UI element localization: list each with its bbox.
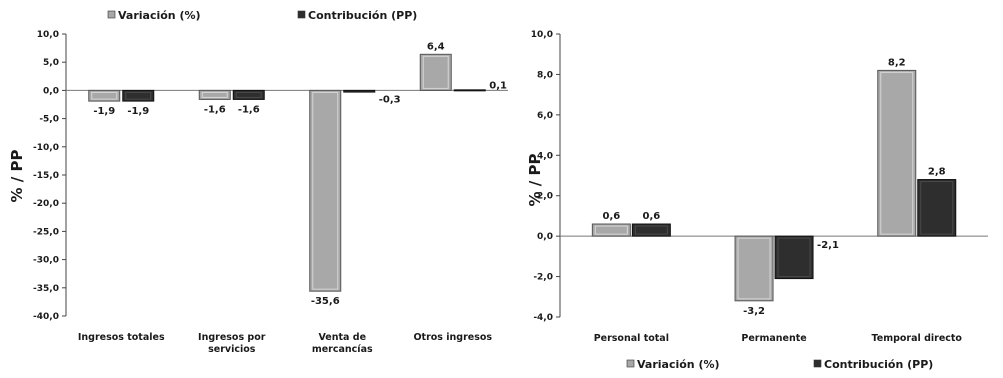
bar-contribucion xyxy=(917,179,957,237)
y-tick-label: -20,0 xyxy=(33,199,59,209)
bar-bevel xyxy=(880,71,914,235)
legend-swatch xyxy=(813,359,822,368)
y-tick-label: -5,0 xyxy=(39,115,59,125)
bar-bevel xyxy=(201,91,228,98)
y-tick-label: -35,0 xyxy=(33,284,59,294)
data-label: -3,2 xyxy=(743,306,765,317)
data-label: 0,6 xyxy=(642,211,660,222)
data-label: -35,6 xyxy=(311,296,340,307)
category-label: Ingresos por xyxy=(198,332,266,343)
bar-contribucion xyxy=(122,89,155,102)
data-label: 8,2 xyxy=(888,57,906,68)
legend-label: Variación (%) xyxy=(637,358,720,371)
bar-bevel xyxy=(634,225,668,235)
bar-bevel xyxy=(125,91,152,100)
category-label: Venta de xyxy=(318,332,366,343)
category-label: Otros ingresos xyxy=(413,332,492,343)
y-axis-label: % / PP xyxy=(526,154,544,207)
bar-variacion xyxy=(198,89,231,100)
y-tick-label: 10,0 xyxy=(531,30,553,40)
y-tick-label: 0,0 xyxy=(43,86,59,96)
legend-label: Contribución (PP) xyxy=(308,9,417,22)
y-tick-label: -30,0 xyxy=(33,256,59,266)
legend-swatch xyxy=(297,10,306,19)
category-label: mercancías xyxy=(312,344,373,355)
bar-contribucion xyxy=(232,89,265,100)
legend-swatch xyxy=(626,359,635,368)
bar-contribucion xyxy=(343,89,376,93)
data-label: 0,1 xyxy=(489,80,507,91)
y-tick-label: 6,0 xyxy=(537,111,553,121)
legend-label: Variación (%) xyxy=(118,9,201,22)
y-tick-label: 10,0 xyxy=(37,30,59,40)
y-tick-label: -25,0 xyxy=(33,227,59,237)
y-tick-label: 8,0 xyxy=(537,70,553,80)
y-tick-label: -2,0 xyxy=(533,273,553,283)
y-tick-label: -10,0 xyxy=(33,143,59,153)
bar-variacion xyxy=(88,89,121,102)
y-axis-label: % / PP xyxy=(8,150,26,203)
category-label: Permanente xyxy=(741,333,806,344)
data-label: 0,6 xyxy=(602,211,620,222)
legend-label: Contribución (PP) xyxy=(824,358,933,371)
bar-bevel xyxy=(594,225,628,235)
data-label: -1,9 xyxy=(127,106,149,117)
y-tick-label: -15,0 xyxy=(33,171,59,181)
bar-variacion xyxy=(419,53,452,91)
data-label: 2,8 xyxy=(928,167,946,178)
category-label: servicios xyxy=(208,344,256,355)
y-tick-label: -4,0 xyxy=(533,313,553,323)
data-label: -2,1 xyxy=(817,240,839,251)
bar-bevel xyxy=(91,91,118,100)
legend-swatch xyxy=(107,10,116,19)
y-tick-label: 5,0 xyxy=(43,58,59,68)
bar-bevel xyxy=(422,55,449,89)
bar-bevel xyxy=(777,237,811,278)
bar-variacion xyxy=(877,69,917,237)
data-label: -1,6 xyxy=(238,104,260,115)
y-tick-label: 2,0 xyxy=(537,192,553,202)
bar-contribucion xyxy=(774,235,814,280)
chart-2: 10,0 8,0 6,0 4,0 2,0 0,0 -2,0 -4,0 % / PP 0,6 0,6 P… xyxy=(526,30,988,371)
chart-1: 10,0 5,0 0,0 -5,0 -10,0 -15,0 -20,0 -25,0 -30,0 -… xyxy=(8,9,508,355)
category-label: Personal total xyxy=(594,333,669,344)
bar-bevel xyxy=(235,91,262,98)
bar-bevel xyxy=(737,237,771,300)
bar-variacion xyxy=(309,89,342,292)
bar-bevel xyxy=(312,91,339,290)
category-label: Ingresos totales xyxy=(78,332,165,343)
bar-bevel xyxy=(920,181,954,235)
data-label: -1,6 xyxy=(204,104,226,115)
bar-variacion xyxy=(591,223,631,237)
y-tick-label: 0,0 xyxy=(537,232,553,242)
y-tick-label: 4,0 xyxy=(537,151,553,161)
bar-contribucion xyxy=(631,223,671,237)
bar-variacion xyxy=(734,235,774,302)
data-label: -0,3 xyxy=(379,94,401,105)
category-label: Temporal directo xyxy=(872,333,963,344)
bar-contribucion xyxy=(453,89,486,92)
data-label: -1,9 xyxy=(93,106,115,117)
data-label: 6,4 xyxy=(427,41,445,52)
y-tick-label: -40,0 xyxy=(33,312,59,322)
